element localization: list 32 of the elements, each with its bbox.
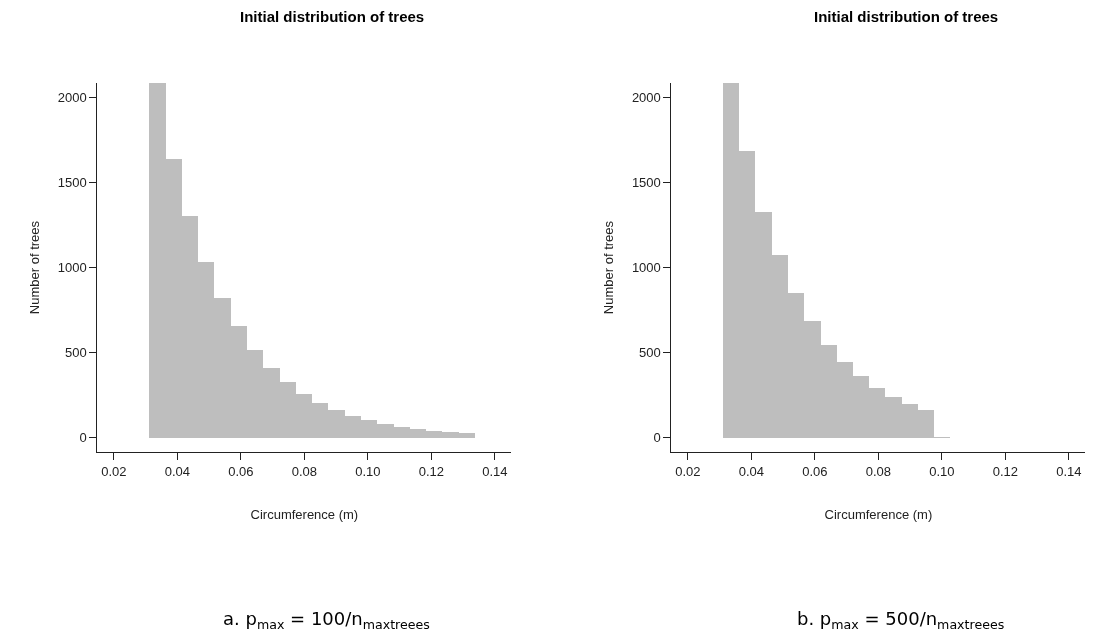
x-tick-label: 0.10 [929, 463, 955, 479]
x-tick-label: 0.12 [992, 463, 1019, 479]
y-tick-label: 500 [639, 345, 661, 361]
y-tick-label: 1000 [631, 260, 661, 276]
y-tick-label: 500 [65, 345, 87, 361]
text: b. p$_{max}$ = 500/n$_{maxtreees}$ [797, 608, 1005, 632]
text: a. p$_{max}$ = 100/n$_{maxtreees}$ [223, 608, 430, 632]
x-tick-label: 0.08 [865, 463, 892, 479]
chart-title: Initial distribution of trees [240, 8, 425, 25]
y-tick-label: 1500 [57, 174, 87, 190]
x-axis-title: Circumference (m) [824, 507, 933, 523]
x-tick-label: 0.12 [418, 463, 445, 479]
x-tick-label: 0.04 [738, 463, 765, 479]
y-tick-label: 0 [653, 430, 661, 446]
x-tick-label: 0.08 [291, 463, 318, 479]
x-tick-label: 0.02 [675, 463, 701, 479]
x-axis-title: Circumference (m) [250, 507, 359, 523]
x-tick-label: 0.02 [101, 463, 127, 479]
x-tick-label: 0.10 [355, 463, 381, 479]
y-axis-title: Number of trees [600, 220, 616, 315]
y-tick-label: 1000 [57, 260, 87, 276]
x-tick-label: 0.14 [482, 463, 508, 479]
chart-title: Initial distribution of trees [814, 8, 999, 25]
y-tick-label: 1500 [631, 174, 661, 190]
y-tick-label: 2000 [57, 89, 87, 105]
y-axis-title: Number of trees [26, 220, 42, 315]
x-tick-label: 0.06 [802, 463, 828, 479]
y-tick-label: 0 [79, 430, 87, 446]
x-tick-label: 0.06 [228, 463, 254, 479]
x-tick-label: 0.04 [164, 463, 191, 479]
x-tick-label: 0.14 [1056, 463, 1082, 479]
y-tick-label: 2000 [631, 89, 661, 105]
